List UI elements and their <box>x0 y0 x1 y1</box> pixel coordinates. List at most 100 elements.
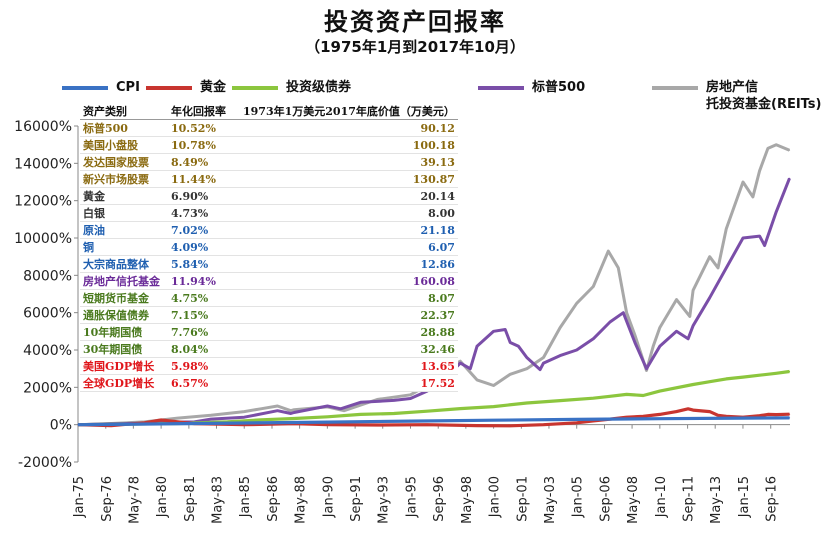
table-cell-rate: 11.94% <box>168 272 240 290</box>
table-cell-asset: 铜 <box>80 238 168 256</box>
series-point <box>504 328 506 331</box>
series-point <box>360 413 362 415</box>
legend-label-reits: 房地产信 托投资基金(REITs) <box>706 79 822 113</box>
table-cell-asset: 通胀保值债券 <box>80 306 168 324</box>
series-point <box>509 373 511 375</box>
table-row: 黄金 6.90% 20.14 <box>80 187 458 205</box>
x-tick-label: May-83 <box>210 476 225 524</box>
series-point <box>576 302 578 304</box>
x-tick-label: Jan-15 <box>737 476 752 518</box>
series-point <box>659 413 661 415</box>
series-point <box>326 421 328 423</box>
table-cell-value: 100.18 <box>240 136 458 154</box>
series-point <box>210 414 212 416</box>
x-tick-label: May-88 <box>294 476 309 524</box>
x-tick-label: Sep-11 <box>682 476 697 522</box>
series-point <box>659 418 661 420</box>
series-point <box>725 378 727 380</box>
series-point <box>634 341 636 344</box>
table-row: 10年期国债 7.76% 28.88 <box>80 323 458 341</box>
table-cell-value: 8.07 <box>240 289 458 307</box>
table-cell-asset: 大宗商品整体 <box>80 255 168 273</box>
table-cell-rate: 8.04% <box>168 340 240 358</box>
series-point <box>645 368 648 370</box>
series-point <box>675 330 678 332</box>
table-body: 标普500 10.52% 90.12 美国小盘股 10.78% 100.18 发达国家股票 8… <box>80 119 458 392</box>
series-point <box>393 399 395 401</box>
series-point <box>659 390 661 392</box>
series-point <box>160 423 162 425</box>
series-point <box>634 334 636 336</box>
x-tick-label: Jan-90 <box>321 476 336 518</box>
x-tick-label: Sep-86 <box>266 476 281 522</box>
series-point <box>360 404 362 406</box>
series-point <box>409 397 412 400</box>
series-point <box>260 419 262 421</box>
table-cell-rate: 5.98% <box>168 357 240 375</box>
chart-title: 投资资产回报率 <box>324 8 506 36</box>
series-point <box>326 424 328 426</box>
series-point <box>293 411 295 414</box>
y-tick-label: 10000% <box>14 231 72 247</box>
series-point <box>177 417 179 419</box>
series-point <box>742 181 744 183</box>
series-point <box>692 325 694 327</box>
series-point <box>426 424 428 426</box>
series-point <box>764 244 766 247</box>
table-header-asset: 资产类别 <box>80 102 168 120</box>
series-point <box>592 397 594 399</box>
x-tick-label: Sep-81 <box>183 476 198 522</box>
series-point <box>717 414 719 416</box>
table-cell-asset: 标普500 <box>80 119 168 137</box>
table-cell-value: 6.07 <box>240 238 458 256</box>
y-tick-label: 6000% <box>23 306 72 322</box>
series-point <box>326 416 328 418</box>
table-cell-value: 28.88 <box>240 323 458 341</box>
series-point <box>559 355 561 357</box>
legend-swatch-gold <box>146 86 192 90</box>
table-row: 美国GDP增长 5.98% 13.65 <box>80 357 458 375</box>
table-cell-rate: 6.90% <box>168 187 240 205</box>
series-point <box>340 408 342 410</box>
table-cell-value: 160.08 <box>240 272 458 290</box>
series-point <box>493 406 495 408</box>
series-point <box>626 312 628 314</box>
series-line-0 <box>77 416 790 427</box>
series-point <box>767 147 769 149</box>
table-cell-asset: 新兴市场股票 <box>80 170 168 188</box>
legend-label-reits-line1: 房地产信 <box>706 80 759 95</box>
legend-label-reits-line2: 托投资基金(REITs) <box>706 97 822 112</box>
series-point <box>692 289 694 291</box>
table-row: 全球GDP增长 6.57% 17.52 <box>80 374 458 392</box>
series-point <box>659 345 661 347</box>
series-point <box>293 409 295 411</box>
table-cell-asset: 短期货币基金 <box>80 289 168 307</box>
series-point <box>717 267 719 269</box>
table-cell-rate: 8.49% <box>168 153 240 171</box>
x-tick-label: Jan-10 <box>654 476 669 518</box>
series-point <box>393 412 395 415</box>
x-tick-label: Jan-85 <box>238 476 253 518</box>
series-point <box>622 312 624 314</box>
series-point <box>509 341 511 344</box>
legend-label-gold: 黄金 <box>200 80 227 95</box>
table-cell-rate: 10.52% <box>168 119 240 137</box>
table-cell-asset: 房地产信托基金 <box>80 272 168 290</box>
series-point <box>788 149 791 151</box>
chart-subtitle: （1975年1月到2017年10月） <box>305 38 525 56</box>
series-point <box>260 408 262 410</box>
series-point <box>788 417 791 419</box>
table-cell-value: 8.00 <box>240 204 458 222</box>
legend-label-bonds: 投资级债券 <box>286 80 352 95</box>
series-point <box>642 415 644 417</box>
legend-item-reits: 房地产信 托投资基金(REITs) <box>652 79 822 113</box>
x-tick-label: May-93 <box>377 476 392 524</box>
x-tick-label: Sep-96 <box>432 476 447 522</box>
series-point <box>775 144 777 146</box>
table-row: 美国小盘股 10.78% 100.18 <box>80 136 458 154</box>
series-point <box>469 368 471 370</box>
series-point <box>459 408 461 410</box>
series-point <box>290 410 292 412</box>
series-point <box>775 414 777 416</box>
x-tick-label: Sep-91 <box>349 476 364 522</box>
